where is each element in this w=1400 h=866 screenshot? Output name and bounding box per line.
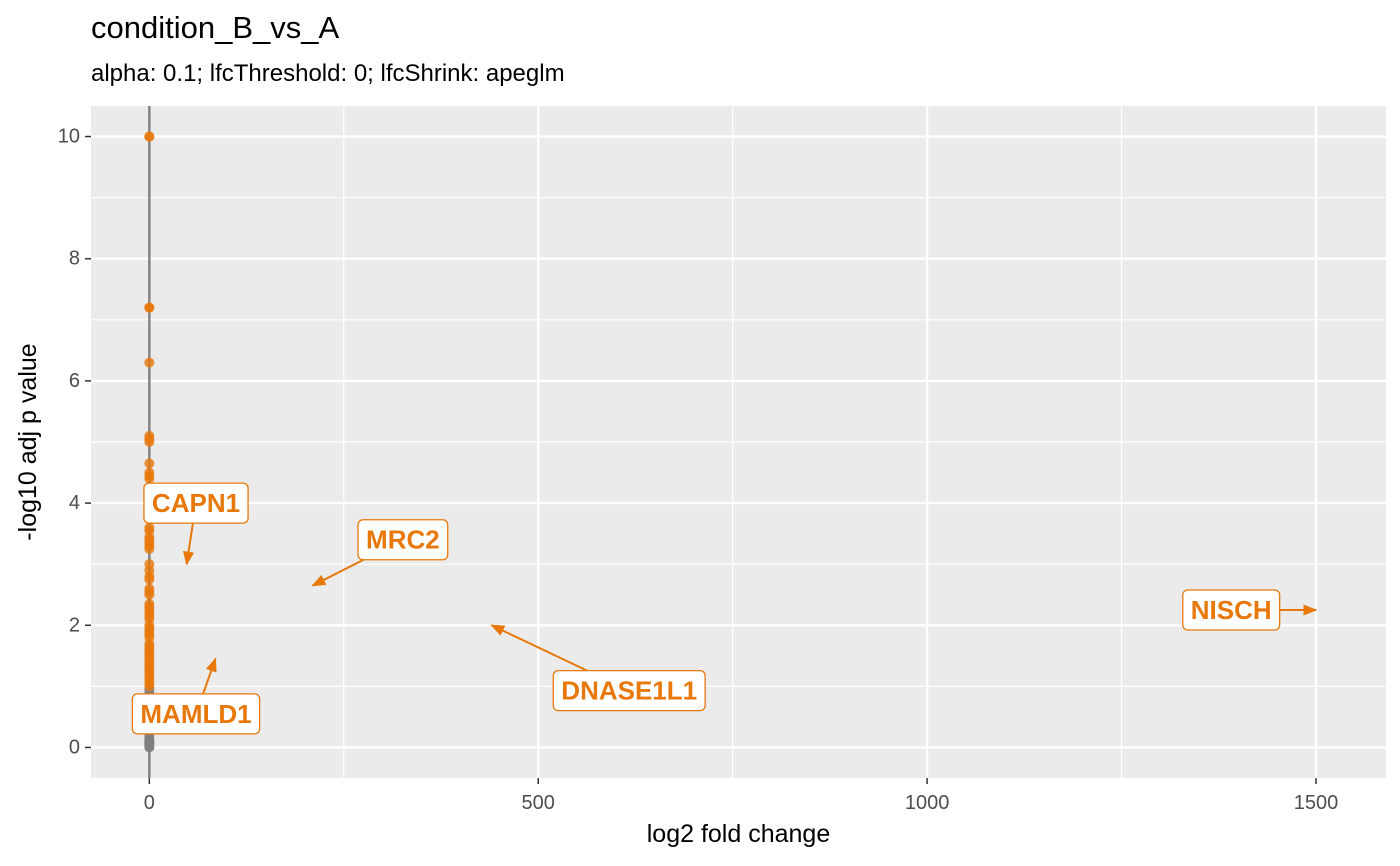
- chart-subtitle: alpha: 0.1; lfcThreshold: 0; lfcShrink: …: [91, 60, 565, 87]
- x-tick-label: 1500: [1294, 792, 1339, 814]
- gene-annotation: CAPN1: [143, 482, 249, 566]
- gene-label: MAMLD1: [140, 699, 251, 729]
- x-axis: 0 500 1000 1500: [144, 778, 1338, 814]
- y-tick-label: 0: [69, 736, 80, 758]
- gene-annotation: MRC2: [311, 519, 449, 587]
- x-tick-label: 0: [144, 792, 155, 814]
- y-tick-label: 6: [69, 370, 80, 392]
- gene-annotation: MAMLD1: [131, 657, 261, 735]
- chart-title: condition_B_vs_A: [91, 10, 340, 45]
- gene-annotations: CAPN1 MRC2 MAMLD1 DNASE1L1 NISCH: [131, 482, 1318, 735]
- data-point-nonsignificant: [144, 742, 155, 753]
- gene-label: DNASE1L1: [561, 676, 697, 706]
- data-point-significant: [144, 131, 155, 142]
- y-tick-label: 8: [69, 248, 80, 270]
- y-axis: 0 2 4 6 8 10: [58, 126, 91, 758]
- gene-annotation: NISCH: [1182, 589, 1318, 631]
- y-tick-label: 2: [69, 614, 80, 636]
- data-point-significant: [144, 357, 155, 368]
- x-tick-label: 1000: [905, 792, 950, 814]
- gene-label-box: [357, 519, 449, 561]
- gene-annotation: DNASE1L1: [490, 624, 706, 712]
- x-tick-label: 500: [522, 792, 555, 814]
- gene-label: NISCH: [1191, 595, 1272, 625]
- significant-points: [144, 131, 155, 692]
- annotation-arrow: [202, 657, 217, 695]
- y-tick-label: 4: [69, 492, 80, 514]
- data-point-significant: [144, 437, 155, 447]
- data-point-significant: [144, 302, 155, 313]
- gene-label: MRC2: [366, 525, 440, 555]
- annotation-arrow: [490, 624, 588, 672]
- data-point-significant: [144, 681, 155, 692]
- annotation-arrow: [183, 522, 195, 566]
- gene-label: CAPN1: [152, 488, 240, 518]
- annotation-arrow: [311, 558, 364, 587]
- y-tick-label: 10: [58, 126, 80, 148]
- gene-label-box: [131, 693, 261, 735]
- data-point-significant: [144, 458, 155, 469]
- x-axis-title: log2 fold change: [647, 820, 830, 848]
- data-point-significant: [144, 543, 155, 554]
- grid-minor: [91, 106, 1386, 778]
- gene-label-box: [143, 482, 249, 524]
- gene-label-box: [552, 669, 706, 712]
- data-point-significant: [144, 589, 155, 600]
- data-point-significant: [144, 473, 155, 484]
- data-point-significant: [144, 574, 155, 585]
- y-axis-title: -log10 adj p value: [14, 343, 42, 540]
